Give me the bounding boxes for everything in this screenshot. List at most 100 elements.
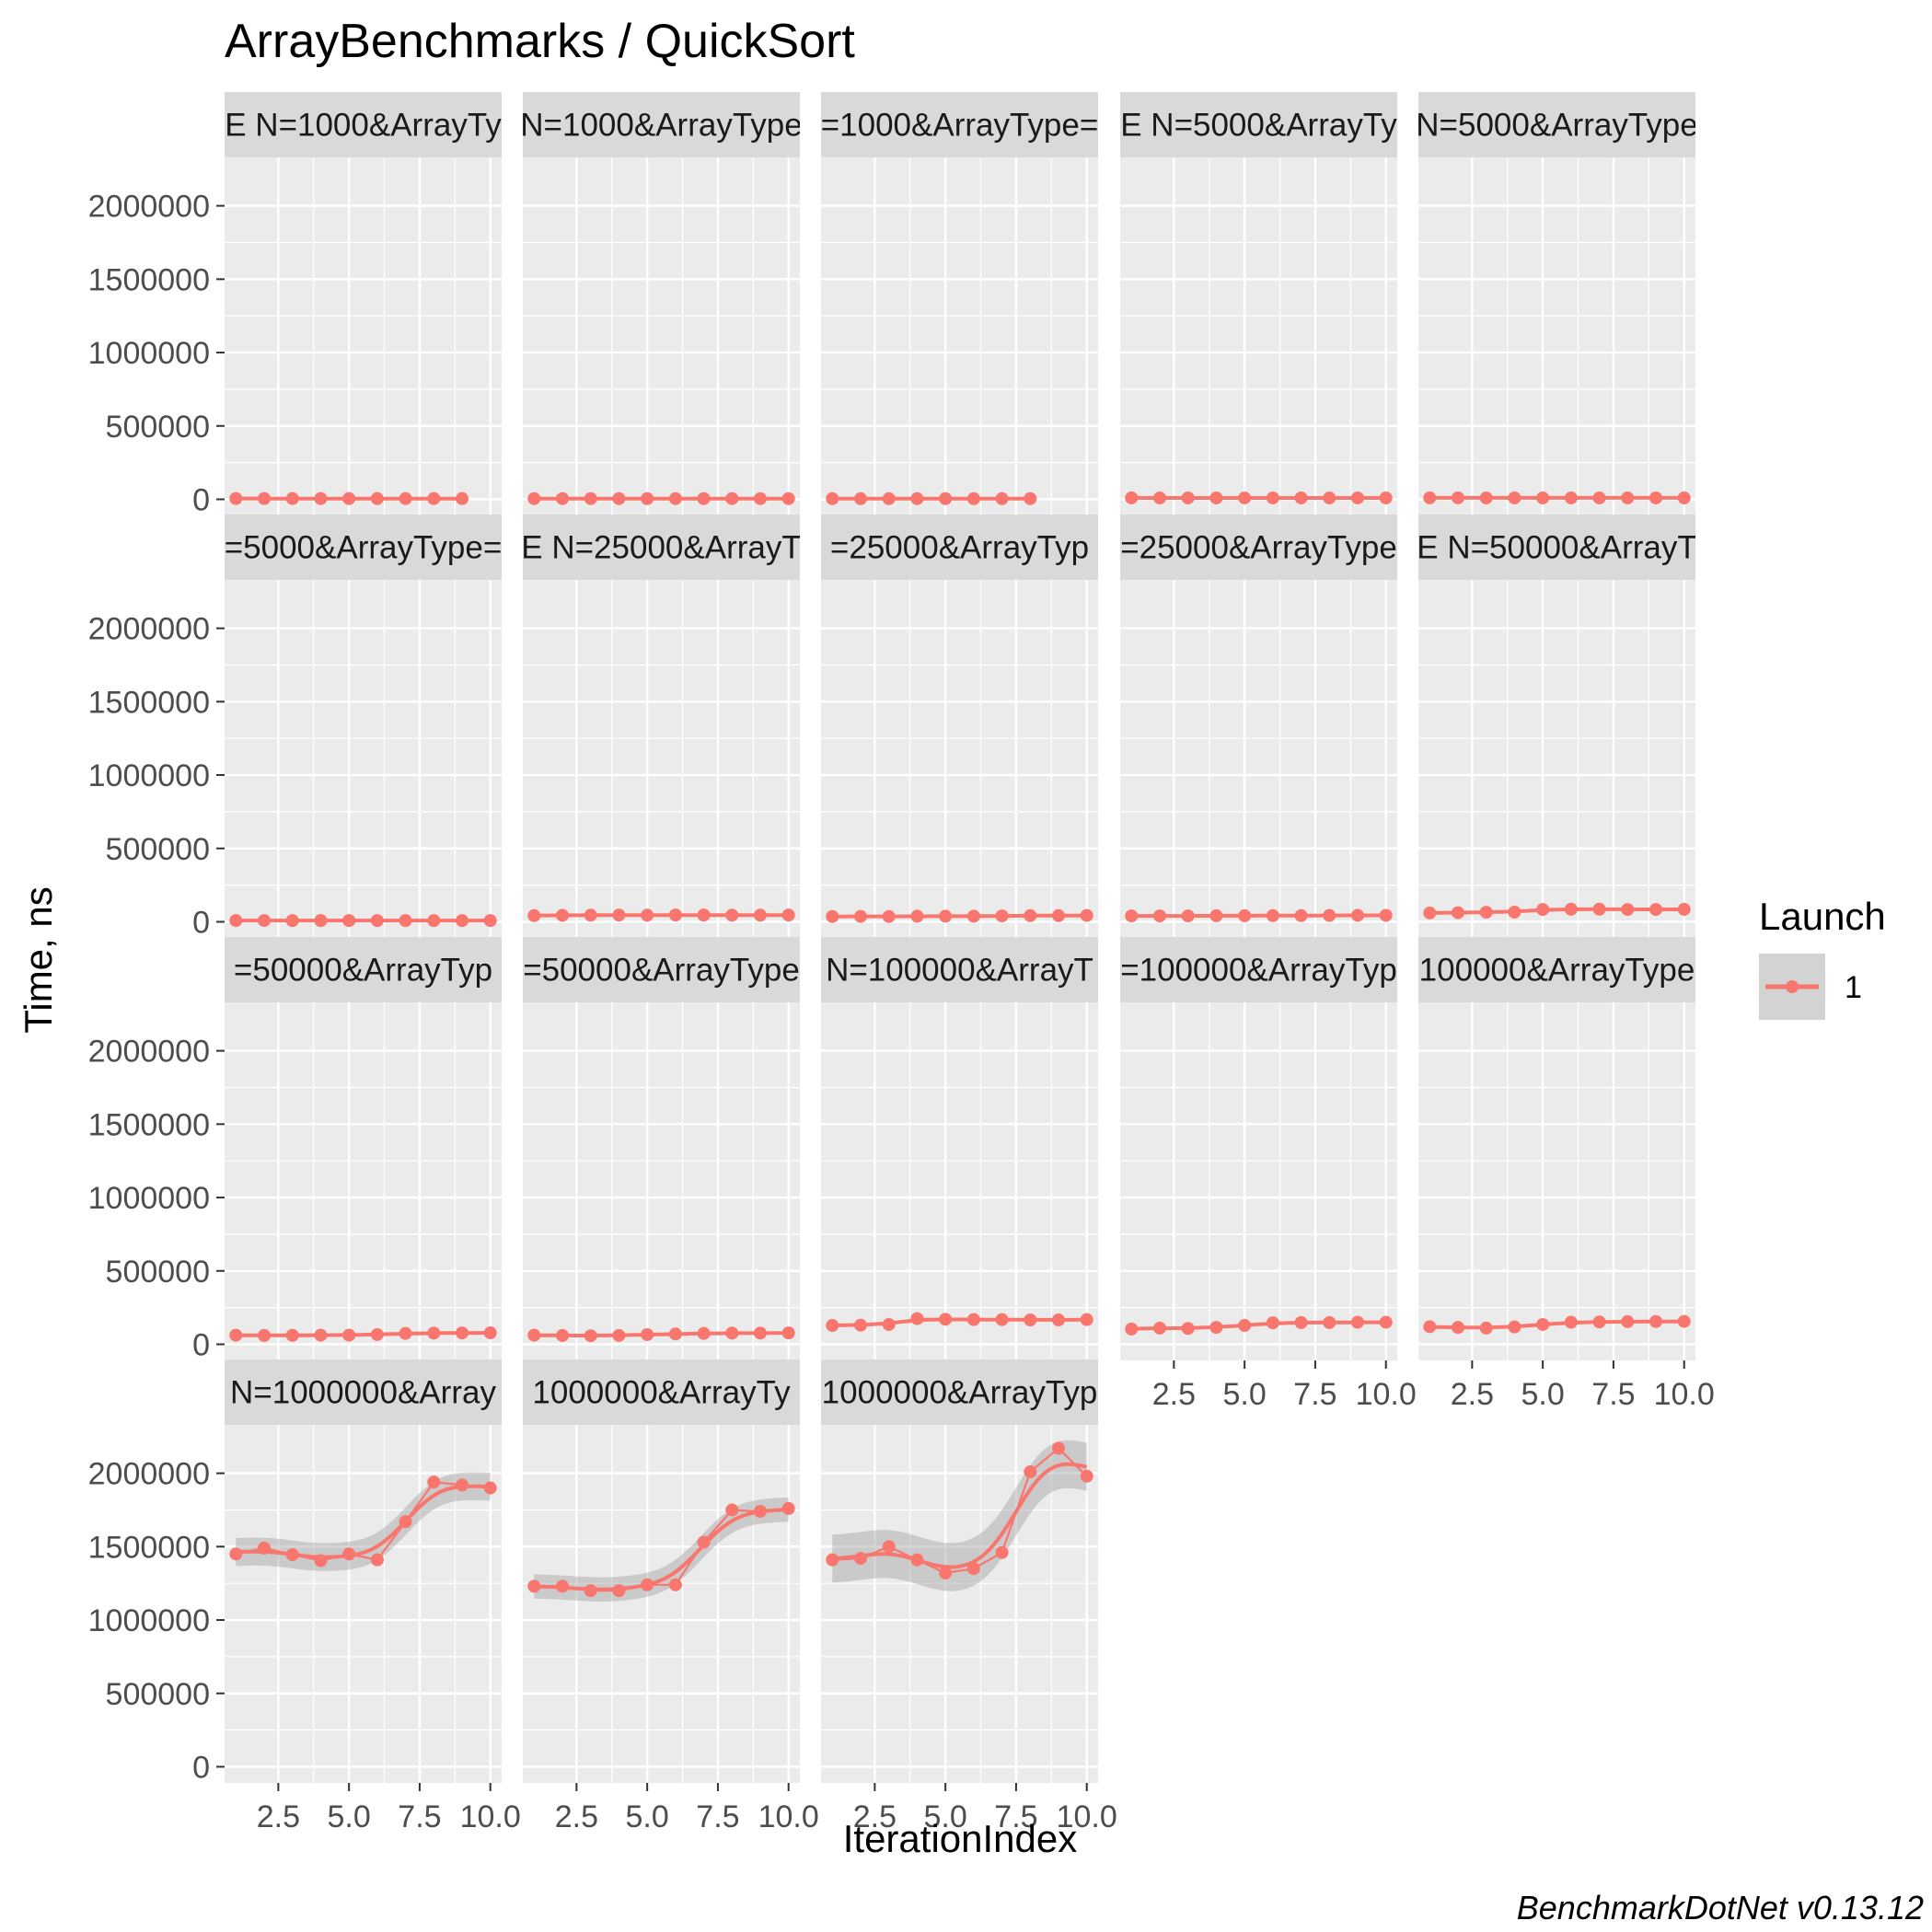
- data-point: [1452, 491, 1464, 504]
- data-point: [725, 908, 739, 922]
- data-point: [285, 1328, 299, 1342]
- facet-strip: [1120, 937, 1397, 1002]
- data-point: [1238, 491, 1252, 504]
- data-point: [697, 492, 711, 505]
- data-point: [1621, 1314, 1635, 1328]
- data-point: [584, 492, 597, 505]
- series-layer: [527, 1497, 795, 1602]
- data-point: [399, 1515, 412, 1529]
- facet-strip-label: =50000&ArrayTyp: [234, 953, 492, 989]
- series-layer: [229, 914, 497, 928]
- data-point: [427, 1326, 441, 1340]
- data-point: [754, 1326, 767, 1340]
- data-point: [754, 492, 767, 505]
- series-line: [1429, 1320, 1684, 1330]
- data-point: [527, 492, 541, 505]
- data-point: [1181, 491, 1195, 504]
- smooth-line: [236, 1484, 491, 1559]
- facet-strip: [821, 92, 1098, 157]
- facet-panels: E N=1000&ArrayTy N=1000&ArrayType =1000&Ar…: [225, 92, 1695, 1783]
- series-layer: [1423, 1314, 1691, 1335]
- panel-background: [1120, 580, 1397, 938]
- data-point: [427, 1475, 441, 1489]
- data-point: [1266, 1316, 1279, 1330]
- data-point: [725, 1503, 739, 1517]
- data-point: [1153, 909, 1166, 923]
- series-layer: [826, 492, 1037, 505]
- data-point: [826, 1553, 839, 1567]
- facet-strip: [523, 1359, 800, 1425]
- x-tick-label: 2.5: [257, 1799, 300, 1834]
- data-point: [399, 914, 412, 928]
- data-point: [966, 909, 980, 923]
- facet-strip-label: =50000&ArrayType: [523, 953, 800, 989]
- series-line: [534, 1507, 789, 1592]
- facet-strip: [523, 937, 800, 1002]
- series-layer: [229, 492, 469, 505]
- facet-strip-label: =25000&ArrayTyp: [830, 530, 1089, 566]
- panel-background: [821, 580, 1098, 938]
- data-point: [697, 1326, 711, 1340]
- y-tick-label: 0: [192, 905, 210, 940]
- x-axis-title: IterationIndex: [843, 1817, 1078, 1860]
- x-tick-label: 5.0: [1223, 1377, 1267, 1412]
- data-point: [342, 1328, 356, 1342]
- y-tick-label: 1500000: [88, 262, 210, 297]
- legend-title: Launch: [1759, 895, 1886, 938]
- data-point: [556, 492, 569, 505]
- series-line: [832, 1317, 1087, 1327]
- series-layer: [826, 1440, 1093, 1591]
- data-point: [854, 1552, 867, 1566]
- data-point: [1564, 1315, 1578, 1329]
- data-point: [854, 492, 867, 505]
- panel-background: [523, 157, 800, 515]
- data-point: [1452, 906, 1464, 920]
- data-point: [641, 1327, 654, 1341]
- data-point: [258, 914, 271, 928]
- data-point: [1508, 1320, 1521, 1334]
- data-point: [995, 909, 1009, 923]
- data-point: [584, 908, 597, 922]
- data-point: [1423, 1320, 1437, 1334]
- data-point: [1677, 1314, 1691, 1328]
- facet-panel: N=100000&ArrayT: [821, 937, 1098, 1360]
- data-point: [1080, 908, 1093, 922]
- data-point: [939, 909, 953, 923]
- facet-strip-label: N=1000&ArrayType: [520, 108, 802, 144]
- data-point: [697, 1535, 711, 1549]
- facet-panel: 1000000&ArrayTyp: [821, 1359, 1098, 1783]
- data-point: [342, 914, 356, 928]
- data-point: [1351, 1315, 1364, 1329]
- data-point: [229, 914, 243, 928]
- data-point: [781, 1501, 795, 1515]
- y-tick-label: 1000000: [88, 336, 210, 371]
- data-point: [1536, 1317, 1550, 1331]
- data-point: [854, 909, 867, 923]
- data-point: [1508, 491, 1521, 504]
- facet-strip-label: 1000000&ArrayTy: [532, 1375, 791, 1411]
- caption: BenchmarkDotNet v0.13.12: [1517, 1889, 1924, 1926]
- data-point: [456, 914, 469, 928]
- data-point: [641, 908, 654, 922]
- data-point: [725, 492, 739, 505]
- facet-strip: [523, 515, 800, 580]
- data-point: [1379, 491, 1393, 504]
- data-point: [1024, 1313, 1037, 1326]
- facet-strip-label: E N=5000&ArrayTy: [1120, 108, 1397, 144]
- y-tick-label: 2000000: [88, 190, 210, 225]
- y-tick-label: 0: [192, 1327, 210, 1362]
- facet-panel: E N=1000&ArrayTy: [225, 92, 502, 515]
- series-line: [1131, 914, 1386, 918]
- facet-strip-label: E N=25000&ArrayT: [521, 530, 801, 566]
- data-point: [1379, 908, 1393, 922]
- facet-strip: [1418, 937, 1695, 1002]
- data-point: [1181, 909, 1195, 923]
- x-tick-label: 2.5: [1451, 1377, 1494, 1412]
- data-point: [939, 1567, 953, 1580]
- data-point: [1238, 908, 1252, 922]
- data-point: [1294, 1315, 1308, 1329]
- facet-strip: [1418, 515, 1695, 580]
- data-point: [556, 1328, 569, 1342]
- data-point: [1209, 491, 1223, 504]
- data-point: [1423, 491, 1437, 504]
